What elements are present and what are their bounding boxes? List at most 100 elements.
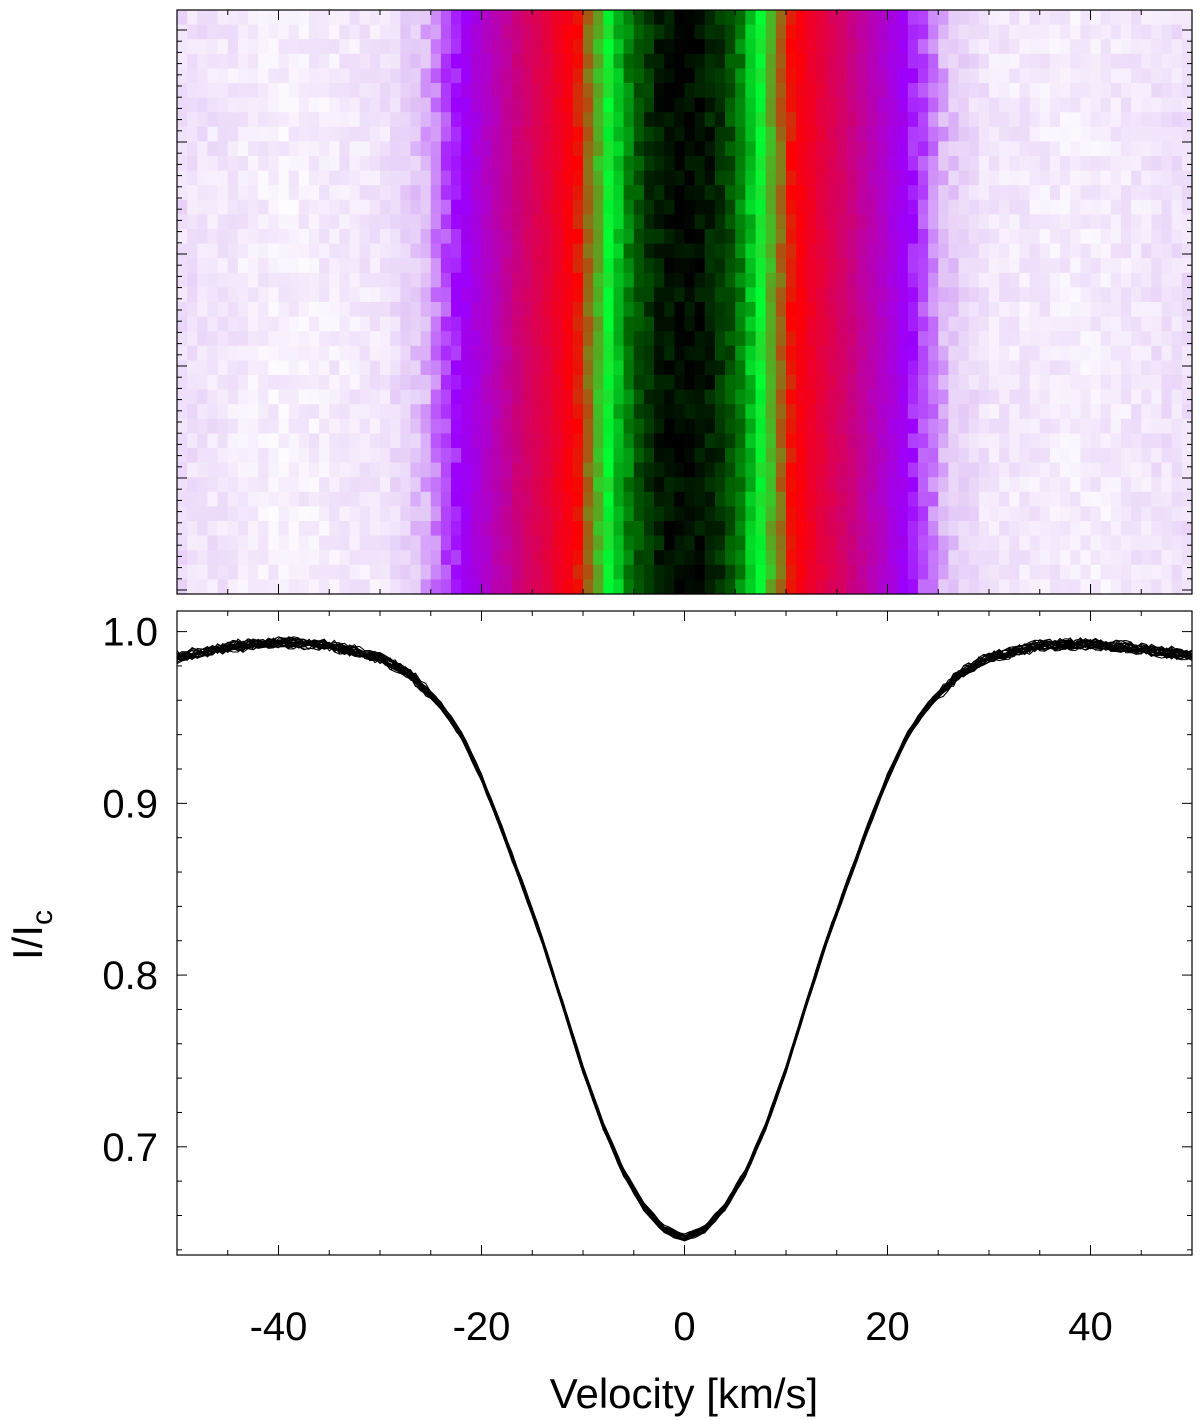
heatmap-cell <box>765 521 777 537</box>
heatmap-cell <box>1141 112 1152 128</box>
heatmap-cell <box>430 185 442 201</box>
heatmap-cell <box>400 97 412 113</box>
heatmap-cell <box>1049 10 1061 26</box>
heatmap-cell <box>1141 360 1152 376</box>
heatmap-cell <box>1151 389 1163 405</box>
heatmap-cell <box>786 462 797 478</box>
heatmap-cell <box>999 302 1010 318</box>
heatmap-cell <box>968 389 980 405</box>
heatmap-cell <box>268 448 280 464</box>
heatmap-cell <box>288 316 300 332</box>
heatmap-cell <box>1070 491 1081 507</box>
heatmap-cell <box>1161 112 1173 128</box>
heatmap-cell <box>349 331 361 347</box>
heatmap-cell <box>1151 477 1163 493</box>
heatmap-cell <box>725 141 736 157</box>
heatmap-cell <box>714 521 726 537</box>
heatmap-cell <box>765 24 777 40</box>
heatmap-cell <box>867 39 878 55</box>
heatmap-cell <box>501 448 513 464</box>
heatmap-cell <box>369 564 381 580</box>
heatmap-cell <box>461 302 472 318</box>
heatmap-cell <box>1131 83 1142 99</box>
heatmap-cell <box>917 97 929 113</box>
heatmap-cell <box>542 53 554 69</box>
heatmap-cell <box>1019 491 1031 507</box>
heatmap-cell <box>968 579 980 595</box>
heatmap-cell <box>177 141 188 157</box>
heatmap-cell <box>725 375 736 391</box>
heatmap-cell <box>451 345 462 361</box>
heatmap-cell <box>522 156 533 172</box>
heatmap-cell <box>765 229 777 245</box>
heatmap-cell <box>1100 10 1112 26</box>
heatmap-cell <box>1151 68 1163 84</box>
heatmap-cell <box>380 360 391 376</box>
heatmap-cell <box>735 97 746 113</box>
heatmap-cell <box>806 564 818 580</box>
heatmap-cell <box>481 68 493 84</box>
heatmap-cell <box>308 272 320 288</box>
heatmap-cell <box>1181 272 1193 288</box>
heatmap-cell <box>826 550 838 566</box>
heatmap-cell <box>440 287 452 303</box>
heatmap-cell <box>1090 491 1102 507</box>
heatmap-cell <box>552 170 564 186</box>
heatmap-cell <box>298 24 310 40</box>
heatmap-cell <box>1049 83 1061 99</box>
heatmap-cell <box>593 491 604 507</box>
heatmap-cell <box>562 39 574 55</box>
heatmap-cell <box>836 433 848 449</box>
heatmap-cell <box>917 477 929 493</box>
heatmap-cell <box>308 345 320 361</box>
heatmap-cell <box>948 448 960 464</box>
heatmap-cell <box>207 521 219 537</box>
heatmap-cell <box>1131 126 1142 142</box>
heatmap-cell <box>1029 39 1041 55</box>
heatmap-cell <box>1141 156 1152 172</box>
heatmap-cell <box>410 53 422 69</box>
heatmap-cell <box>1090 156 1102 172</box>
heatmap-cell <box>349 375 361 391</box>
heatmap-cell <box>725 564 736 580</box>
heatmap-cell <box>1090 126 1102 142</box>
heatmap-cell <box>1049 360 1061 376</box>
heatmap-cell <box>806 199 818 215</box>
heatmap-cell <box>481 564 493 580</box>
heatmap-cell <box>1120 521 1132 537</box>
heatmap-cell <box>978 229 990 245</box>
heatmap-cell <box>1080 126 1092 142</box>
heatmap-cell <box>735 214 746 230</box>
heatmap-cell <box>430 491 442 507</box>
heatmap-cell <box>775 521 787 537</box>
heatmap-cell <box>907 287 919 303</box>
heatmap-cell <box>552 68 564 84</box>
heatmap-cell <box>857 418 868 434</box>
heatmap-cell <box>177 345 188 361</box>
heatmap-cell <box>1181 331 1193 347</box>
heatmap-cell <box>999 360 1010 376</box>
heatmap-cell <box>572 126 584 142</box>
heatmap-cell <box>278 199 290 215</box>
heatmap-cell <box>380 214 391 230</box>
dynamic-spectrum-heatmap <box>177 10 1193 595</box>
heatmap-cell <box>796 258 807 274</box>
heatmap-cell <box>349 302 361 318</box>
heatmap-cell <box>643 170 655 186</box>
heatmap-cell <box>420 404 432 420</box>
heatmap-cell <box>999 477 1010 493</box>
heatmap-cell <box>491 68 503 84</box>
heatmap-cell <box>643 214 655 230</box>
heatmap-cell <box>846 229 858 245</box>
heatmap-cell <box>857 170 868 186</box>
heatmap-cell <box>420 185 432 201</box>
heatmap-cell <box>735 24 746 40</box>
heatmap-cell <box>897 156 909 172</box>
heatmap-cell <box>298 375 310 391</box>
heatmap-cell <box>958 39 970 55</box>
heatmap-cell <box>1100 404 1112 420</box>
heatmap-cell <box>329 535 340 551</box>
heatmap-cell <box>755 258 767 274</box>
heatmap-cell <box>958 316 970 332</box>
heatmap-cell <box>308 331 320 347</box>
